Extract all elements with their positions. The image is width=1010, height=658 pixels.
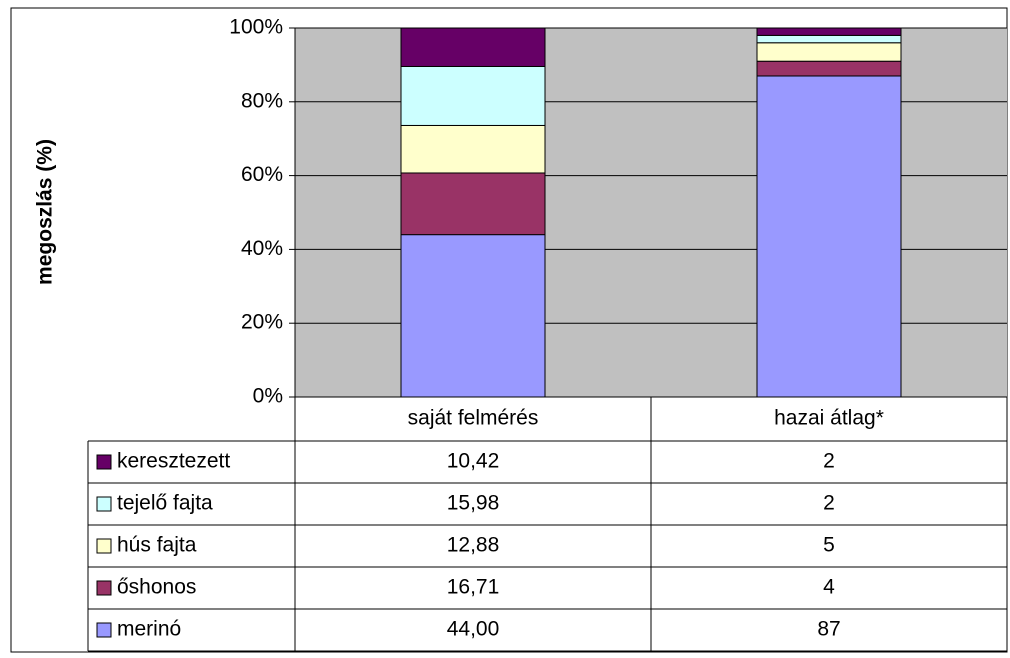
legend-label: hús fajta bbox=[117, 534, 197, 557]
table-value: 10,42 bbox=[447, 450, 500, 473]
bar-segment bbox=[400, 65, 546, 126]
legend-swatch bbox=[96, 496, 112, 512]
y-tick-label: 40% bbox=[241, 237, 283, 260]
y-tick-label: 100% bbox=[229, 16, 283, 39]
table-value: 15,98 bbox=[447, 492, 500, 515]
legend-swatch bbox=[96, 454, 112, 470]
bar-segment bbox=[400, 124, 546, 174]
bar-segment bbox=[756, 34, 902, 44]
bar-segment bbox=[756, 42, 902, 62]
x-tick-label: hazai átlag* bbox=[774, 407, 884, 430]
y-tick-label: 60% bbox=[241, 163, 283, 186]
table-value: 4 bbox=[823, 576, 835, 599]
y-tick-label: 80% bbox=[241, 89, 283, 112]
legend-label: keresztezett bbox=[117, 450, 230, 473]
bar-segment bbox=[756, 75, 902, 398]
table-value: 44,00 bbox=[447, 618, 500, 641]
x-tick-label: saját felmérés bbox=[408, 407, 539, 430]
legend-label: tejelő fajta bbox=[117, 492, 213, 515]
y-tick-label: 20% bbox=[241, 311, 283, 334]
table-value: 12,88 bbox=[447, 534, 500, 557]
legend-label: merinó bbox=[117, 618, 181, 641]
table-value: 16,71 bbox=[447, 576, 500, 599]
legend-swatch bbox=[96, 622, 112, 638]
bar-segment bbox=[400, 172, 546, 236]
bar-segment bbox=[756, 60, 902, 77]
table-value: 2 bbox=[823, 492, 835, 515]
y-axis-label: megoszlás (%) bbox=[34, 139, 57, 285]
table-value: 2 bbox=[823, 450, 835, 473]
table-value: 5 bbox=[823, 534, 835, 557]
table-value: 87 bbox=[817, 618, 840, 641]
legend-swatch bbox=[96, 538, 112, 554]
y-tick-label: 0% bbox=[253, 385, 283, 408]
bar-segment bbox=[756, 27, 902, 36]
legend-label: őshonos bbox=[117, 576, 196, 599]
bar-segment bbox=[400, 27, 546, 67]
legend-swatch bbox=[96, 580, 112, 596]
bar-segment bbox=[400, 234, 546, 398]
